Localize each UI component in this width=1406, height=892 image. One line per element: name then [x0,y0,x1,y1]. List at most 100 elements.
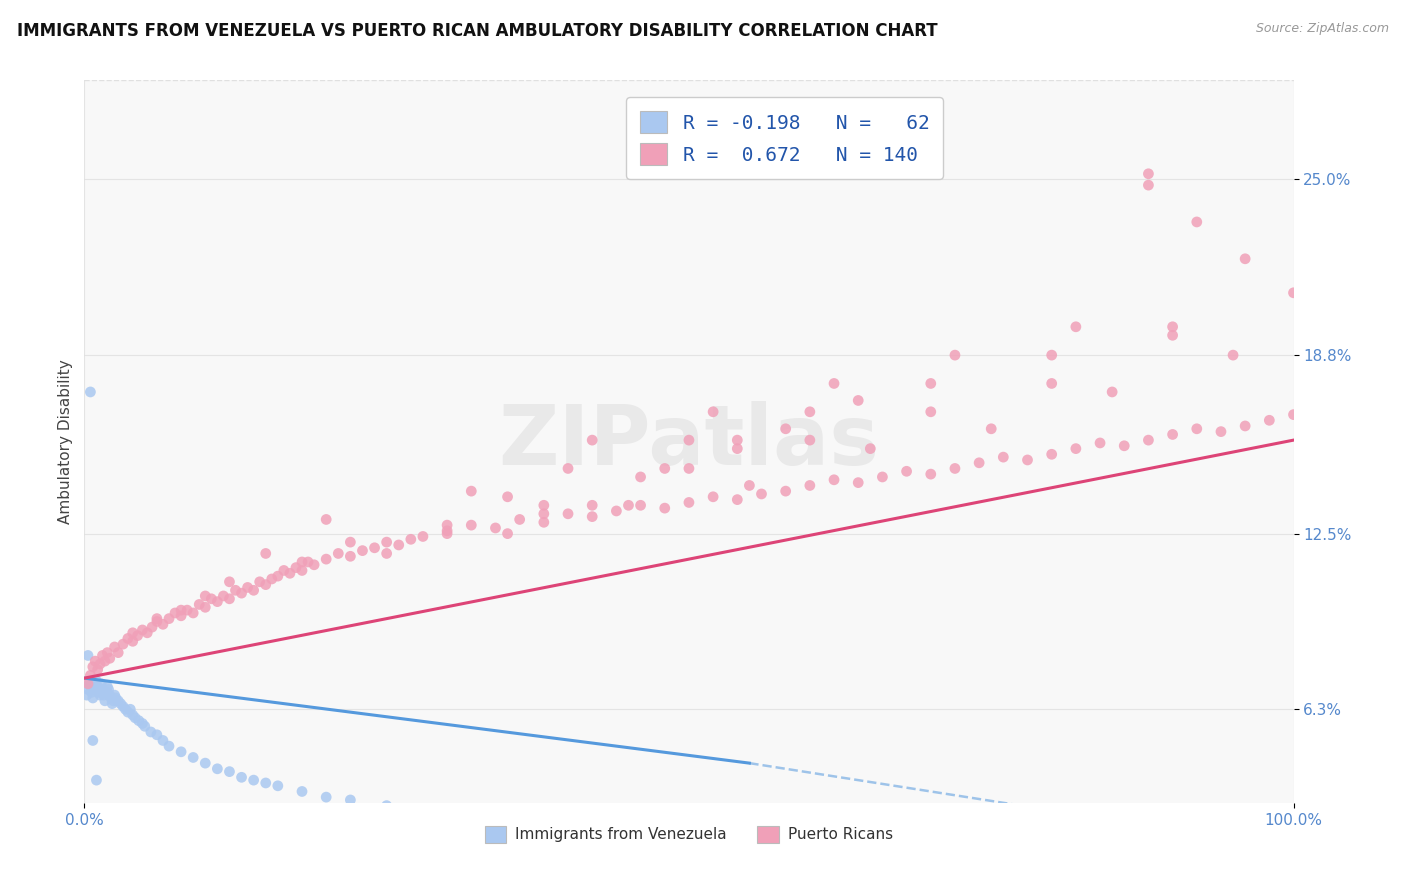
Point [1040,348,1063,362]
Point [83,682,105,697]
Point [993,450,1015,464]
Point [181,606,204,620]
Point [103,694,125,708]
Point [278,566,301,581]
Point [242,583,264,598]
Point [1185,422,1208,436]
Point [157,739,180,753]
Point [104,688,127,702]
Point [630,470,652,484]
Point [399,533,422,547]
Point [315,512,337,526]
Point [896,464,918,478]
Point [375,546,398,560]
Point [273,564,295,578]
Point [110,697,132,711]
Point [218,574,240,589]
Point [412,529,434,543]
Point [509,512,531,526]
Point [678,433,700,447]
Point [1137,433,1160,447]
Point [254,577,277,591]
Point [315,552,337,566]
Point [284,560,308,574]
Point [1040,447,1063,461]
Point [1222,348,1244,362]
Legend: Immigrants from Venezuela, Puerto Ricans: Immigrants from Venezuela, Puerto Ricans [478,820,900,849]
Point [170,745,193,759]
Point [1101,384,1123,399]
Point [375,535,398,549]
Point [617,498,640,512]
Point [678,461,700,475]
Point [751,487,773,501]
Text: IMMIGRANTS FROM VENEZUELA VS PUERTO RICAN AMBULATORY DISABILITY CORRELATION CHAR: IMMIGRANTS FROM VENEZUELA VS PUERTO RICA… [17,22,938,40]
Point [1185,215,1208,229]
Point [291,555,314,569]
Point [859,442,882,456]
Point [121,634,143,648]
Point [375,798,398,813]
Point [236,581,259,595]
Point [89,688,111,702]
Point [920,467,942,482]
Point [581,509,603,524]
Point [846,393,869,408]
Point [267,779,290,793]
Point [107,646,129,660]
Point [484,521,506,535]
Point [114,702,136,716]
Point [117,632,139,646]
Point [207,762,229,776]
Point [1234,252,1257,266]
Point [315,790,337,805]
Point [1137,178,1160,193]
Point [94,654,117,668]
Point [91,648,114,663]
Point [80,685,103,699]
Point [77,677,100,691]
Point [98,688,121,702]
Point [170,608,193,623]
Point [363,541,385,555]
Point [79,668,101,682]
Point [654,461,676,475]
Point [254,776,277,790]
Point [1282,408,1305,422]
Point [291,784,314,798]
Point [84,654,107,668]
Point [496,490,519,504]
Point [121,708,143,723]
Point [94,685,117,699]
Point [134,719,156,733]
Point [225,583,247,598]
Point [101,697,124,711]
Point [412,805,434,819]
Point [291,564,314,578]
Point [194,600,217,615]
Point [388,538,411,552]
Point [1258,413,1281,427]
Point [725,433,748,447]
Point [738,478,761,492]
Point [124,711,146,725]
Point [799,433,821,447]
Point [194,589,217,603]
Point [79,384,101,399]
Point [846,475,869,490]
Point [775,484,797,499]
Point [302,558,325,572]
Point [200,591,222,606]
Text: Source: ZipAtlas.com: Source: ZipAtlas.com [1256,22,1389,36]
Point [249,574,271,589]
Point [920,376,942,391]
Point [131,623,153,637]
Point [131,716,153,731]
Point [152,733,174,747]
Point [533,516,555,530]
Point [557,507,579,521]
Point [98,651,121,665]
Point [823,376,845,391]
Point [702,490,724,504]
Point [218,764,240,779]
